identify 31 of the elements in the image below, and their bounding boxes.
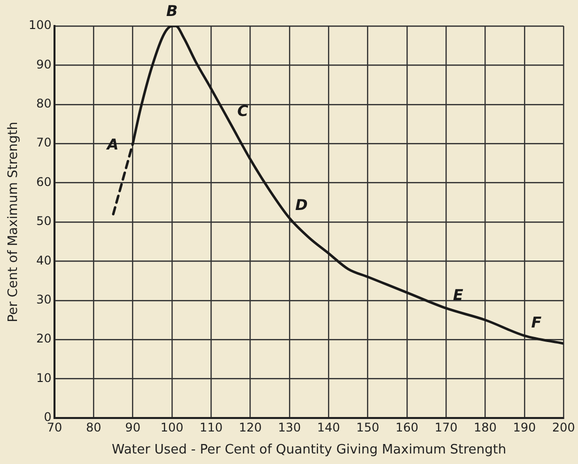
x-tick-label: 190	[512, 420, 536, 434]
x-tick-label: 180	[474, 420, 497, 434]
x-tick-label: 130	[278, 420, 301, 434]
x-tick-label: 80	[86, 420, 102, 434]
y-axis-title: Per Cent of Maximum Strength	[6, 122, 22, 322]
x-axis-title: Water Used - Per Cent of Quantity Giving Maximum Strength	[112, 442, 506, 458]
y-tick-label: 70	[36, 136, 52, 150]
x-tick-label: 170	[434, 420, 458, 434]
y-tick-label: 10	[36, 370, 52, 385]
y-tick-label: 50	[36, 214, 52, 228]
annotation: E	[452, 286, 464, 304]
x-tick-label: 150	[356, 420, 380, 434]
y-tick-label: 40	[36, 253, 52, 268]
x-tick-label: 100	[160, 420, 184, 434]
y-tick-label: 90	[36, 57, 52, 72]
y-tick-label: 60	[36, 174, 52, 189]
y-tick-label: 80	[36, 96, 52, 111]
x-tick-label: 110	[200, 420, 223, 434]
y-tick-label: 30	[36, 292, 52, 307]
annotation: C	[237, 102, 248, 120]
x-tick-label: 140	[317, 420, 340, 434]
x-tick-label: 90	[125, 420, 140, 434]
x-tick-label: 120	[238, 420, 262, 434]
x-tick-label: 70	[46, 420, 62, 434]
annotation: B	[166, 2, 178, 20]
annotation: F	[531, 314, 542, 332]
y-tick-label: 100	[28, 18, 52, 32]
x-tick-label: 200	[552, 420, 575, 434]
y-tick-label: 20	[36, 332, 52, 346]
x-tick-label: 160	[395, 420, 418, 434]
annotation: D	[295, 196, 308, 214]
